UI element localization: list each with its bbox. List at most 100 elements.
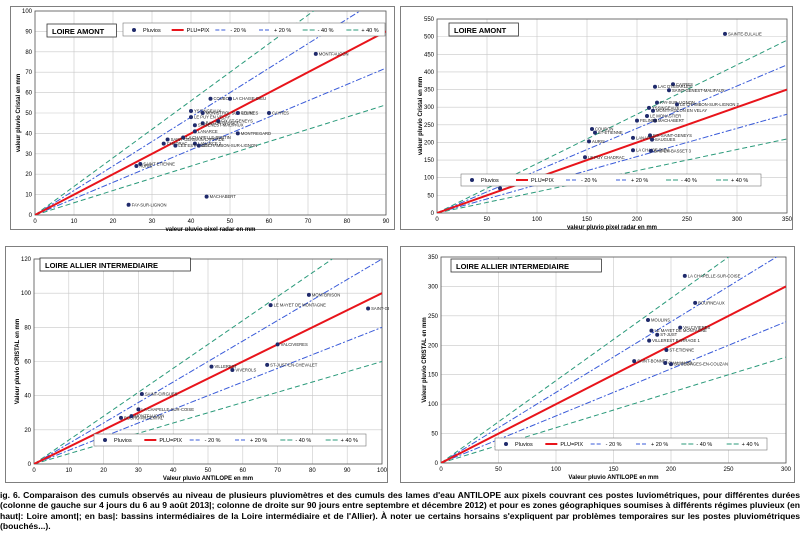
- data-point: [671, 82, 675, 87]
- plus-40-line: [441, 257, 730, 463]
- point-label: FELINES: [640, 118, 658, 123]
- y-tick-label: 100: [428, 402, 439, 408]
- legend-entry: Pluvios: [515, 442, 533, 448]
- x-tick-label: 60: [239, 468, 246, 474]
- chart-title: LOIRE ALLIER INTERMEDIAIRE: [45, 261, 158, 270]
- chart-title-box: [450, 258, 602, 273]
- legend-box: [93, 433, 367, 447]
- legend-entry: + 40 %: [341, 438, 358, 444]
- data-point: [200, 111, 205, 115]
- y-tick-label: 0: [28, 462, 32, 468]
- point-label: YSSINGEAUX: [194, 108, 221, 113]
- y-axis-label: Valeur pluvio CRISTAL en mm: [15, 319, 21, 404]
- data-point: [134, 164, 139, 169]
- plus-20-line: [34, 259, 382, 464]
- y-tick-label: 0: [435, 461, 439, 467]
- data-point: [209, 364, 214, 369]
- legend-entry: - 40 %: [681, 178, 697, 184]
- x-tick-label: 90: [344, 468, 351, 474]
- minus-40-line: [34, 361, 382, 464]
- data-point: [129, 414, 134, 419]
- data-point: [655, 332, 660, 337]
- point-label: MACHABERT: [210, 194, 237, 199]
- point-label: SAINTE-EULALIE: [728, 31, 762, 36]
- legend-box: [122, 22, 386, 37]
- point-label: CAYRES: [272, 111, 289, 116]
- legend-entry: - 40 %: [318, 28, 334, 34]
- data-point: [265, 362, 270, 367]
- data-point: [228, 96, 232, 101]
- data-point: [196, 143, 201, 148]
- point-label: LE PUY EN VELAY: [194, 115, 230, 120]
- point-label: SAINT-BONNET: [637, 359, 668, 364]
- x-tick-label: 150: [608, 467, 619, 473]
- y-tick-label: 300: [424, 105, 435, 111]
- data-point: [631, 148, 635, 153]
- data-point: [366, 306, 371, 311]
- x-tick-label: 90: [383, 219, 390, 225]
- x-tick-label: 250: [682, 217, 693, 223]
- chart-svg-1: 0 10 20 30 40 50 60 70 80 90 0 10 20 30 40 50 60 70 80 90 10…: [16, 9, 390, 231]
- x-axis-label: valeur pluvio pixel radar en mm: [567, 225, 657, 231]
- y-tick-label: 150: [428, 373, 439, 379]
- figure-caption: ig. 6. Comparaison des cumuls observés a…: [0, 490, 800, 532]
- data-point: [161, 141, 166, 146]
- point-label: ST-GEORGES-EN-COUZAN: [674, 362, 728, 367]
- data-point: [192, 141, 197, 146]
- y-tick-label: 50: [431, 432, 438, 438]
- y-tick-label: 300: [428, 284, 439, 290]
- point-label: VIVEROLS: [235, 368, 256, 373]
- y-tick-label: 550: [424, 17, 435, 23]
- point-label: SAINT-GENEST-MALIFAUX: [672, 88, 725, 93]
- y-tick-label: 150: [424, 158, 435, 164]
- data-point: [138, 162, 143, 166]
- data-point: [650, 137, 654, 142]
- legend-entry: + 20 %: [651, 442, 668, 448]
- y-axis-label: valeur pluvio Cristal en mm: [418, 77, 424, 155]
- point-label: MACHABERT: [658, 118, 685, 123]
- x-tick-label: 40: [170, 468, 177, 474]
- legend-marker: [132, 28, 136, 32]
- legend-entry: + 20 %: [274, 28, 291, 34]
- data-point: [669, 362, 673, 367]
- point-label: LAC D'ISSARLES: [658, 84, 692, 89]
- plot-frame: [33, 258, 383, 465]
- y-tick-label: 10: [25, 193, 32, 199]
- data-point: [181, 135, 186, 140]
- data-point: [647, 105, 651, 110]
- y-tick-label: 60: [25, 91, 32, 97]
- point-label: MONTBRISON: [312, 292, 340, 297]
- legend-entry: - 20 %: [606, 442, 622, 448]
- point-label: LE CHAMBON-SUR-LIGNON: [202, 143, 257, 148]
- point-label: AURIS: [592, 139, 605, 144]
- chart-panel-1: 0 10 20 30 40 50 60 70 80 90 0 10 20 30 40 50 60 70 80 90 10…: [10, 6, 395, 231]
- y-tick-label: 20: [24, 428, 31, 434]
- x-tick-label: 100: [532, 217, 543, 223]
- point-label: BOURNEAUX: [698, 300, 725, 305]
- y-tick-label: 60: [24, 360, 31, 366]
- x-tick-label: 40: [188, 219, 195, 225]
- legend-entry: Pluvios: [114, 438, 132, 444]
- data-point: [165, 137, 170, 142]
- point-label: AURIS: [139, 164, 152, 169]
- y-tick-label: 120: [21, 257, 32, 263]
- data-point: [675, 102, 679, 107]
- data-point: [631, 135, 635, 140]
- data-point: [653, 118, 657, 123]
- x-tick-label: 300: [781, 467, 792, 473]
- chart-title: LOIRE ALLIER INTERMEDIAIRE: [456, 262, 569, 271]
- chart-panel-4: 0 50 100 150 200 250 300 0 50 100 150 200 250 300 350 L…: [400, 246, 795, 483]
- point-label: MONTFAUCON: [319, 51, 349, 56]
- point-label: VILLEREST: [214, 364, 237, 369]
- legend-entry: Pluvios: [481, 178, 499, 184]
- data-point: [267, 111, 271, 115]
- data-point: [647, 338, 652, 343]
- data-point: [648, 133, 652, 138]
- chart-title-box: [39, 257, 191, 272]
- point-label: FIX ST GENEYS: [221, 119, 253, 124]
- y-tick-label: 100: [424, 176, 435, 182]
- point-label: BAS-EN-BASSET 3: [654, 148, 692, 153]
- point-label: VALCIVIERES: [281, 342, 308, 347]
- y-tick-label: 50: [25, 111, 32, 117]
- y-tick-label: 0: [29, 213, 33, 219]
